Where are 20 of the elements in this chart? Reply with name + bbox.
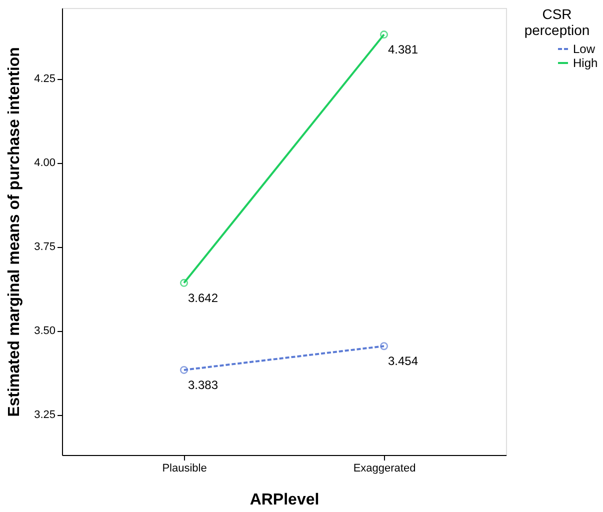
x-tick-label: Exaggerated xyxy=(353,462,416,474)
x-axis-title: ARPlevel xyxy=(250,492,320,508)
data-label: 3.383 xyxy=(188,378,218,392)
point xyxy=(180,278,188,287)
point xyxy=(380,30,388,39)
y-tick-label: 3.50 xyxy=(34,325,56,338)
y-axis-title: Estimated marginal means of purchase intention xyxy=(6,47,24,417)
legend-title: CSR perception xyxy=(524,6,590,38)
y-tick-label: 4.25 xyxy=(34,73,56,86)
y-tick-label: 3.25 xyxy=(34,409,56,422)
legend-label: Low xyxy=(573,42,596,56)
data-label: 3.454 xyxy=(388,354,418,368)
y-tick-label: 4.00 xyxy=(34,157,56,170)
y-tick-label: 3.75 xyxy=(34,241,56,254)
point xyxy=(380,342,388,350)
data-label: 4.381 xyxy=(388,42,418,57)
point xyxy=(180,366,188,374)
data-label: 3.642 xyxy=(188,290,218,305)
legend-label: High xyxy=(573,56,598,70)
x-tick-label: Plausible xyxy=(162,462,207,474)
